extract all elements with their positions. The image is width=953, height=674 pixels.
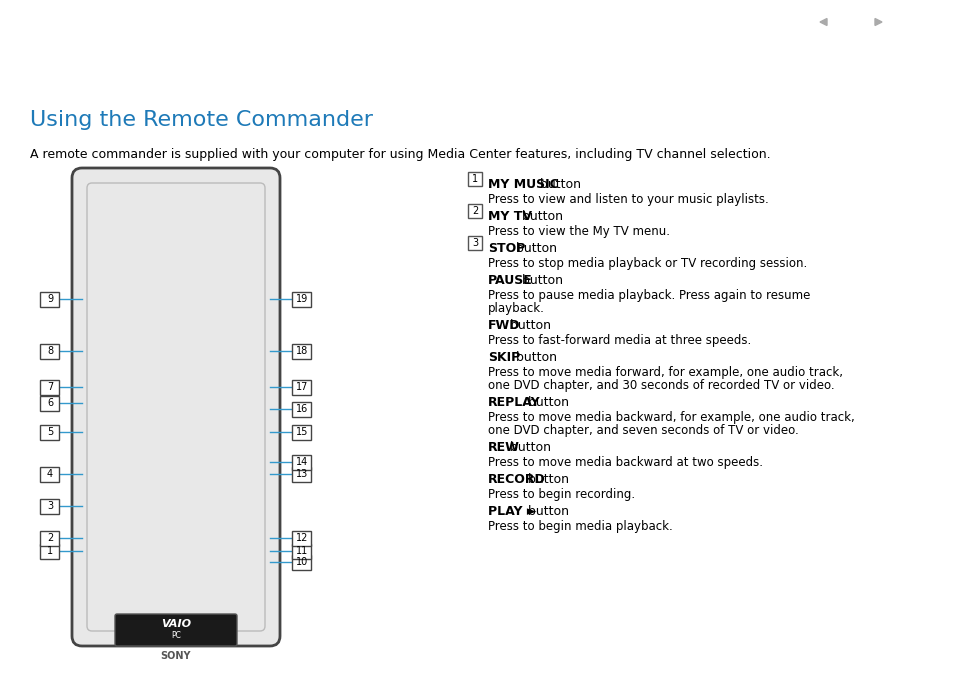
FancyBboxPatch shape (293, 291, 312, 307)
Text: Press to fast-forward media at three speeds.: Press to fast-forward media at three spe… (488, 334, 750, 347)
Text: 3: 3 (472, 238, 478, 248)
Text: 11: 11 (295, 546, 308, 556)
Text: 9: 9 (47, 294, 53, 304)
FancyBboxPatch shape (293, 425, 312, 439)
Text: button: button (517, 274, 562, 287)
Text: 14: 14 (295, 457, 308, 467)
Text: Press to move media forward, for example, one audio track,: Press to move media forward, for example… (488, 366, 842, 379)
FancyBboxPatch shape (293, 555, 312, 570)
Text: 2: 2 (472, 206, 478, 216)
Text: VAIO: VAIO (18, 18, 86, 42)
Text: 6: 6 (47, 398, 53, 408)
Text: RECORD: RECORD (488, 473, 545, 486)
Text: FWD: FWD (488, 319, 520, 332)
Text: Press to move media backward at two speeds.: Press to move media backward at two spee… (488, 456, 762, 469)
Text: Press to begin media playback.: Press to begin media playback. (488, 520, 672, 533)
Text: Using Your VAIO Computer: Using Your VAIO Computer (736, 41, 944, 55)
Text: MY TV: MY TV (488, 210, 532, 223)
Polygon shape (820, 18, 826, 26)
Text: one DVD chapter, and seven seconds of TV or video.: one DVD chapter, and seven seconds of TV… (488, 424, 798, 437)
Text: button: button (523, 473, 568, 486)
Text: Press to stop media playback or TV recording session.: Press to stop media playback or TV recor… (488, 257, 806, 270)
Text: 15: 15 (295, 427, 308, 437)
Text: button: button (517, 210, 562, 223)
Text: A remote commander is supplied with your computer for using Media Center feature: A remote commander is supplied with your… (30, 148, 770, 161)
Text: button: button (505, 441, 551, 454)
Text: Using the Remote Commander: Using the Remote Commander (30, 110, 373, 130)
Text: REPLAY: REPLAY (488, 396, 540, 409)
FancyBboxPatch shape (468, 235, 482, 249)
FancyBboxPatch shape (40, 396, 59, 410)
FancyBboxPatch shape (40, 499, 59, 514)
Text: PAUSE: PAUSE (488, 274, 532, 287)
Text: 57: 57 (832, 13, 857, 31)
FancyBboxPatch shape (293, 530, 312, 545)
Text: 5: 5 (47, 427, 53, 437)
Text: VAIO: VAIO (161, 619, 191, 629)
Text: Press to move media backward, for example, one audio track,: Press to move media backward, for exampl… (488, 411, 854, 424)
Polygon shape (874, 18, 882, 26)
Text: Press to begin recording.: Press to begin recording. (488, 488, 635, 501)
Text: 1: 1 (47, 546, 53, 556)
Text: 4: 4 (47, 469, 53, 479)
FancyBboxPatch shape (293, 344, 312, 359)
Text: 13: 13 (295, 469, 308, 479)
Text: 1: 1 (472, 174, 478, 184)
Text: button: button (523, 396, 568, 409)
Text: STOP: STOP (488, 242, 525, 255)
Text: 16: 16 (295, 404, 308, 414)
Text: SONY: SONY (161, 651, 191, 661)
FancyBboxPatch shape (40, 379, 59, 394)
FancyBboxPatch shape (293, 402, 312, 417)
FancyBboxPatch shape (40, 344, 59, 359)
FancyBboxPatch shape (468, 204, 482, 218)
Text: 8: 8 (47, 346, 53, 356)
Text: Press to view and listen to your music playlists.: Press to view and listen to your music p… (488, 193, 768, 206)
Text: button: button (505, 319, 551, 332)
Text: button: button (512, 242, 557, 255)
Text: 17: 17 (295, 382, 308, 392)
Text: PLAY ►: PLAY ► (488, 505, 536, 518)
FancyBboxPatch shape (293, 454, 312, 470)
FancyBboxPatch shape (293, 543, 312, 559)
Text: button: button (536, 178, 580, 191)
Text: playback.: playback. (488, 302, 544, 315)
FancyBboxPatch shape (293, 379, 312, 394)
Text: button: button (523, 505, 568, 518)
Text: 7: 7 (47, 382, 53, 392)
Text: 19: 19 (295, 294, 308, 304)
Text: button: button (512, 351, 557, 364)
FancyBboxPatch shape (468, 171, 482, 185)
Text: SKIP: SKIP (488, 351, 519, 364)
Text: 10: 10 (295, 557, 308, 567)
Text: REW: REW (488, 441, 519, 454)
Text: 12: 12 (295, 533, 308, 543)
FancyBboxPatch shape (115, 614, 236, 646)
FancyBboxPatch shape (40, 291, 59, 307)
Text: MY MUSIC: MY MUSIC (488, 178, 558, 191)
FancyBboxPatch shape (71, 168, 280, 646)
FancyBboxPatch shape (40, 530, 59, 545)
Text: PC: PC (171, 632, 181, 640)
Text: Press to view the My TV menu.: Press to view the My TV menu. (488, 225, 669, 238)
FancyBboxPatch shape (40, 543, 59, 559)
FancyBboxPatch shape (293, 466, 312, 481)
FancyBboxPatch shape (40, 466, 59, 481)
FancyBboxPatch shape (40, 425, 59, 439)
Text: 2: 2 (47, 533, 53, 543)
Text: Press to pause media playback. Press again to resume: Press to pause media playback. Press aga… (488, 289, 809, 302)
Text: one DVD chapter, and 30 seconds of recorded TV or video.: one DVD chapter, and 30 seconds of recor… (488, 379, 834, 392)
Text: 18: 18 (295, 346, 308, 356)
Text: 3: 3 (47, 501, 53, 511)
